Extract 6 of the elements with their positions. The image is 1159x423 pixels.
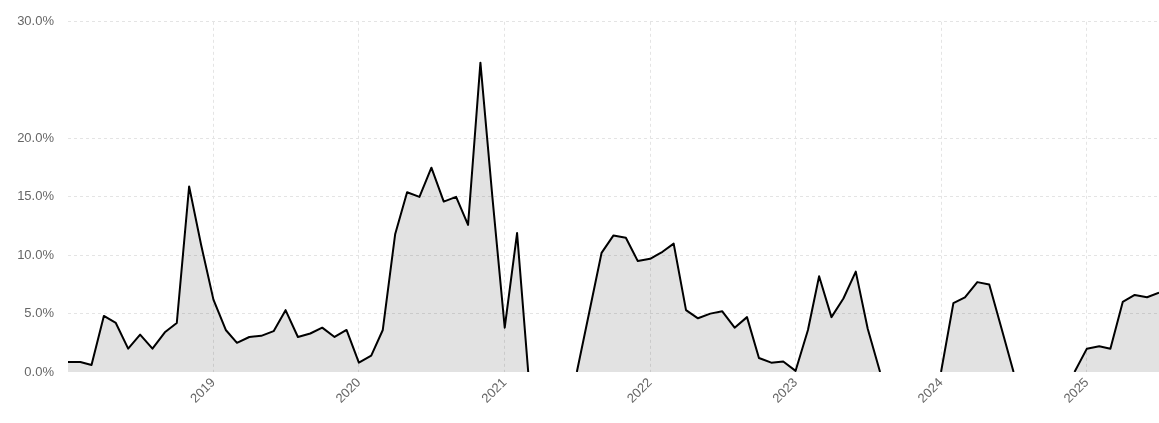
y-tick-label: 5.0% <box>24 305 55 321</box>
y-tick-label: 30.0% <box>17 13 55 29</box>
y-tick-label: 20.0% <box>17 130 55 146</box>
y-tick-label: 0.0% <box>24 363 55 379</box>
y-tick-label: 15.0% <box>17 188 55 204</box>
y-tick-label: 10.0% <box>17 246 55 262</box>
